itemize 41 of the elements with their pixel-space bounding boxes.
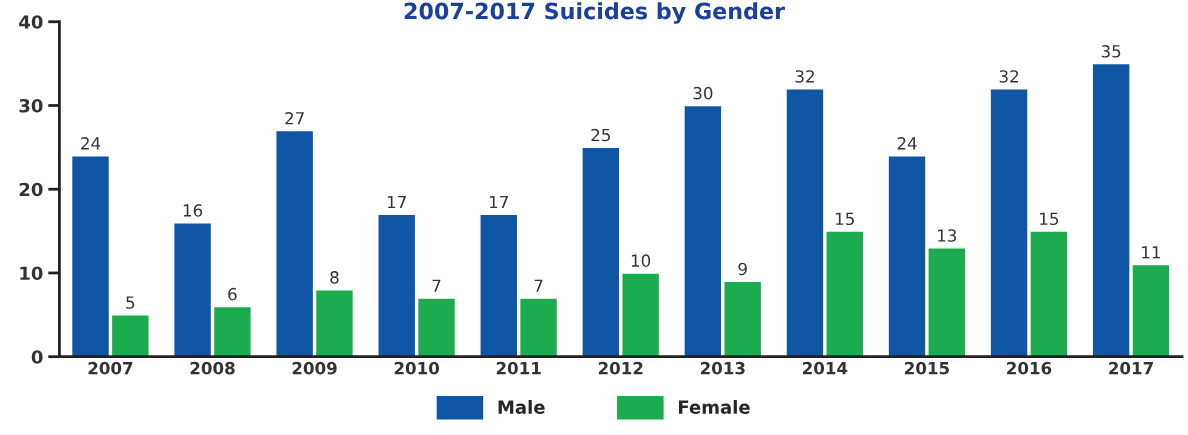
data-label: 17 [489,195,508,209]
y-tick-label: 40 [19,15,43,29]
data-label: 6 [228,287,237,301]
data-label: 27 [285,112,304,125]
y-tick-label: 20 [19,182,43,197]
data-label: 25 [591,128,610,142]
data-label: 7 [432,279,441,292]
data-label: 30 [693,86,713,100]
data-label: 17 [387,195,406,209]
x-tick-label: 2012 [598,361,643,375]
chart-title: 2007-2017 Suicides by Gender [404,2,785,24]
x-tick-label: 2008 [190,361,235,375]
data-label: 32 [999,70,1018,83]
y-tick-label: 0 [31,350,43,364]
y-tick-label: 10 [20,266,43,281]
data-label: 5 [126,296,135,309]
x-tick-label: 2015 [905,361,949,375]
x-tick-label: 2013 [700,361,745,375]
legend-label: Male [498,399,545,414]
data-label: 15 [835,212,854,226]
data-label: 15 [1040,212,1059,226]
x-tick-label: 2010 [394,361,440,375]
data-label: 24 [897,137,917,150]
data-label: 8 [330,271,339,284]
data-label: 10 [631,254,651,267]
x-tick-label: 2009 [292,361,337,375]
x-tick-label: 2014 [802,361,848,375]
data-label: 9 [738,262,747,276]
data-label: 16 [183,204,203,217]
legend-label: Female [679,399,750,414]
x-tick-label: 2007 [88,361,133,375]
y-tick-label: 30 [19,98,43,113]
data-label: 32 [795,70,814,83]
data-label: 11 [1142,246,1160,259]
data-label: 24 [81,137,101,150]
x-tick-label: 2017 [1109,361,1153,375]
x-tick-label: 2011 [496,361,541,375]
data-label: 7 [534,279,543,292]
data-label: 13 [938,229,957,242]
data-label: 35 [1101,45,1121,58]
x-tick-label: 2016 [1007,361,1052,375]
